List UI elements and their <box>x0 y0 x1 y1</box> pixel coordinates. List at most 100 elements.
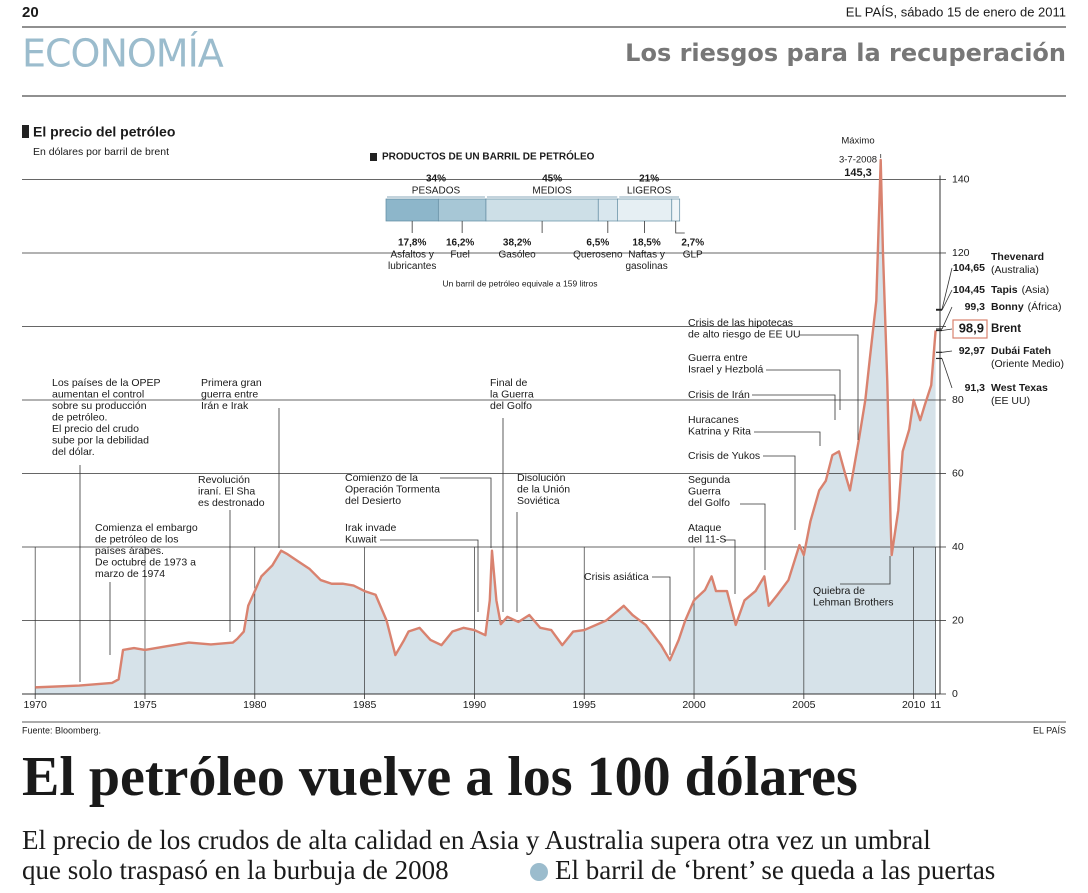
segment-name: Gasóleo <box>498 250 536 261</box>
annotation: Lehman Brothers <box>813 596 894 608</box>
x-tick-label: 2000 <box>682 699 706 711</box>
group-value: 21% <box>639 174 659 185</box>
breakdown-note: Un barril de petróleo equivale a 159 lit… <box>443 278 598 288</box>
annotation: marzo de 1974 <box>95 568 165 580</box>
annotation: Irán e Irak <box>201 400 249 412</box>
paper-date: EL PAÍS, sábado 15 de enero de 2011 <box>846 4 1066 19</box>
annotation: del Desierto <box>345 495 401 507</box>
price-box <box>952 319 988 339</box>
price-name: Bonny (África) <box>991 300 1062 313</box>
leader-line <box>766 369 841 410</box>
price-name: Tapis <box>991 284 1018 296</box>
price-value: 104,65 <box>953 262 985 274</box>
segment <box>385 198 439 222</box>
leader-line <box>840 556 891 585</box>
bullet <box>530 863 548 881</box>
annotation: Guerra entre <box>688 352 748 364</box>
x-tick-label: 11 <box>930 699 941 711</box>
segment-value: 38,2% <box>503 238 531 249</box>
price-region: (Australia) <box>991 264 1039 276</box>
leader-line <box>941 358 953 389</box>
leader-line <box>440 477 492 548</box>
annotation: Final de <box>490 377 528 389</box>
segment-value: 17,8% <box>398 238 426 249</box>
annotation: Israel y Hezbolá <box>688 363 763 375</box>
line <box>35 158 937 689</box>
annotation: Los países de la OPEP <box>52 377 161 389</box>
annotation: del Golfo <box>490 400 532 412</box>
annotation: aumentan el control <box>52 388 144 400</box>
annotation: Kuwait <box>345 533 377 545</box>
price-region: (EE UU) <box>991 395 1030 407</box>
price-value: 104,45 <box>953 284 985 296</box>
segment-value: 2,7% <box>681 238 704 249</box>
segment-value: 18,5% <box>632 238 660 249</box>
leader-line <box>941 306 953 330</box>
annotation: Operación Tormenta <box>345 483 440 495</box>
annotation: Comienza el embargo <box>95 522 198 534</box>
annotation: Primera gran <box>201 377 262 389</box>
x-tick-label: 1975 <box>133 699 157 711</box>
y-tick-label: 120 <box>952 247 970 259</box>
annotation: del 11-S <box>688 533 726 545</box>
segment-name: lubricantes <box>388 261 436 272</box>
title-marker <box>370 153 377 161</box>
segment-name: gasolinas <box>625 261 667 272</box>
price-value: 91,3 <box>965 382 986 394</box>
segment <box>437 198 487 222</box>
leader-line <box>652 576 671 655</box>
annotation: de petróleo de los <box>95 533 178 545</box>
annotation: Disolución <box>517 472 566 484</box>
price-value: 92,97 <box>959 345 985 357</box>
annotation: del Golfo <box>688 497 730 509</box>
x-tick-label: 1980 <box>243 699 267 711</box>
price-name: Brent <box>991 323 1021 335</box>
annotation: iraní. El Sha <box>198 485 255 497</box>
group-name: MEDIOS <box>532 186 572 197</box>
leader-line <box>724 539 736 594</box>
area <box>35 160 936 694</box>
max-title: Máximo <box>841 136 874 147</box>
annotation: Crisis de Yukos <box>688 450 760 462</box>
subhead-line: El barril de ‘brent’ se queda a las puer… <box>555 855 995 885</box>
segment <box>485 198 599 222</box>
annotation: es destronado <box>198 497 265 509</box>
annotation: sobre su producción <box>52 400 147 412</box>
price-name: Thevenard <box>991 251 1044 263</box>
annotation: la Guerra <box>490 388 534 400</box>
x-tick-label: 1970 <box>23 699 47 711</box>
section-name: ECONOMÍA <box>22 32 224 76</box>
annotation: sube por la debilidad <box>52 434 149 446</box>
leader-line <box>941 267 953 310</box>
leader-line <box>740 503 766 570</box>
price-region: (Asia) <box>1022 284 1049 296</box>
annotation: Segunda <box>688 474 730 486</box>
leader-line <box>941 289 953 311</box>
annotation: de alto riesgo de EE UU <box>688 328 801 340</box>
leader-line <box>380 539 479 612</box>
segment-name: Asfaltos y <box>390 250 433 261</box>
leader-line <box>941 328 953 331</box>
annotation: del dólar. <box>52 446 95 458</box>
segment-name: Naftas y <box>628 250 665 261</box>
x-tick-label: 2010 <box>902 699 926 711</box>
y-tick-label: 60 <box>952 467 964 479</box>
kicker: Los riesgos para la recuperación <box>625 39 1066 67</box>
chart: 0204060801001201401970197519801985199019… <box>22 136 1064 711</box>
segment-name: GLP <box>683 250 703 261</box>
chart-subtitle: En dólares por barril de brent <box>33 146 169 158</box>
leader-line <box>763 455 796 530</box>
segment <box>597 198 618 222</box>
group-name: LIGEROS <box>627 186 672 197</box>
annotation: de petróleo. <box>52 411 107 423</box>
max-value: 145,3 <box>844 167 872 179</box>
segment-value: 6,5% <box>586 238 609 249</box>
headline: El petróleo vuelve a los 100 dólares <box>22 746 858 808</box>
annotation: Katrina y Rita <box>688 425 751 437</box>
y-tick-label: 140 <box>952 173 970 185</box>
leader-line <box>675 221 685 234</box>
segment-value: 16,2% <box>446 238 474 249</box>
segment-name: Fuel <box>450 250 469 261</box>
segment-name: Queroseno <box>573 250 623 261</box>
